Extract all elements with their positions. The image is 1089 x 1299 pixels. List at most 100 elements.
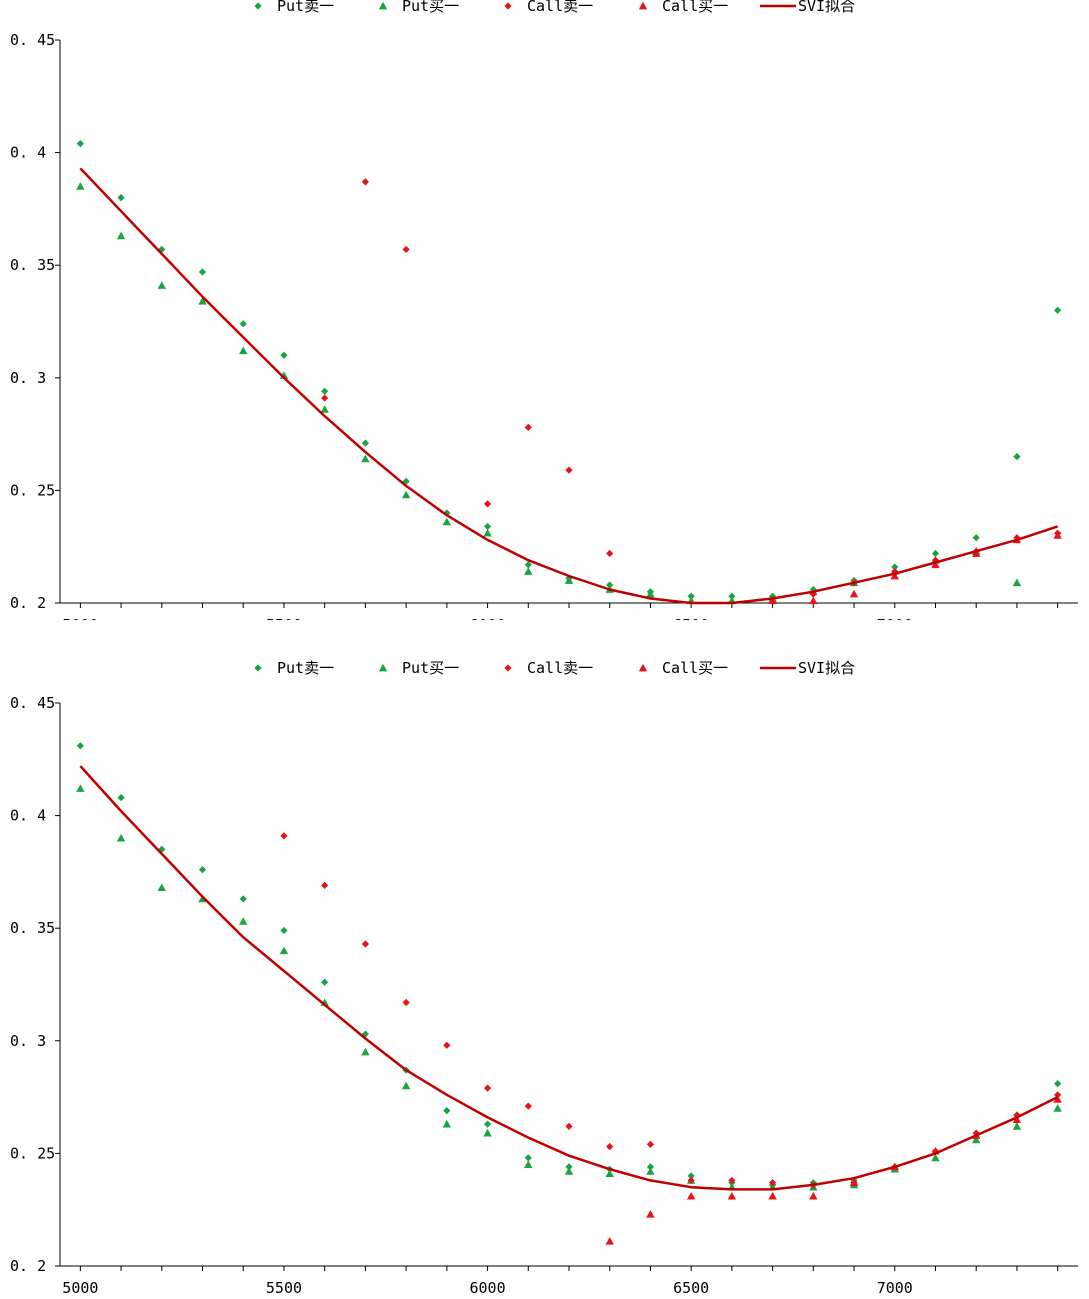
- data-point-diamond: [1013, 1111, 1021, 1119]
- x-tick-label: 6000: [469, 616, 505, 620]
- data-point-diamond: [321, 387, 329, 395]
- legend-triangle-swatch: [638, 1, 648, 10]
- data-point-triangle: [686, 1191, 696, 1200]
- data-point-triangle: [239, 917, 248, 925]
- data-point-diamond: [524, 1102, 532, 1110]
- data-point-triangle: [239, 346, 248, 355]
- data-point-diamond: [524, 423, 532, 431]
- data-point-triangle: [646, 589, 655, 598]
- y-tick-label: 0. 35: [10, 256, 55, 274]
- y-tick-label: 0. 35: [10, 919, 55, 937]
- data-point-diamond: [687, 592, 695, 600]
- legend: Put卖一 Put买一 Call卖一 Call买一 SVI拟合: [254, 0, 855, 15]
- data-point-triangle: [1053, 531, 1062, 539]
- legend-triangle-swatch: [638, 663, 648, 672]
- y-tick-label: 0. 45: [10, 694, 55, 712]
- data-point-triangle: [116, 231, 126, 240]
- data-point-diamond: [483, 500, 492, 508]
- data-point-triangle: [646, 1167, 655, 1175]
- data-point-triangle: [401, 1081, 411, 1090]
- data-point-triangle: [442, 1119, 452, 1128]
- data-point-diamond: [361, 940, 369, 948]
- x-tick-label: 5500: [266, 616, 302, 620]
- data-point-triangle: [1053, 1095, 1062, 1103]
- legend-item: Call买一: [638, 659, 728, 677]
- data-point-diamond: [931, 556, 940, 564]
- svi-fit-line: [79, 167, 1058, 605]
- data-point-diamond: [198, 866, 207, 874]
- x-tick-label: 6000: [469, 1279, 505, 1297]
- data-point-triangle: [361, 1047, 370, 1056]
- legend-item: SVI拟合: [760, 659, 855, 677]
- y-tick-label: 0. 3: [10, 1032, 46, 1050]
- data-point-triangle: [1012, 578, 1022, 587]
- legend-triangle-swatch: [378, 663, 388, 672]
- data-point-diamond: [483, 522, 492, 531]
- data-point-triangle: [646, 1210, 655, 1218]
- legend-triangle-swatch: [378, 1, 388, 10]
- data-point-triangle: [157, 883, 166, 892]
- data-point-triangle: [564, 1167, 574, 1175]
- legend-item: Put卖一: [254, 659, 334, 677]
- data-point-diamond: [1054, 1079, 1062, 1088]
- data-point-diamond: [361, 1030, 369, 1038]
- y-tick-label: 0. 4: [10, 144, 46, 162]
- legend-item: Put卖一: [254, 0, 334, 15]
- series-diamond: [76, 139, 1062, 600]
- data-point-diamond: [1013, 453, 1021, 461]
- legend-label: SVI拟合: [798, 659, 855, 677]
- legend-diamond-swatch: [504, 2, 512, 10]
- legend-label: Put买一: [402, 0, 459, 15]
- data-point-triangle: [605, 1169, 614, 1178]
- data-point-diamond: [280, 832, 288, 840]
- data-point-diamond: [687, 1176, 695, 1185]
- legend-diamond-swatch: [254, 664, 262, 672]
- legend-label: Put买一: [402, 659, 459, 677]
- series-diamond: [280, 832, 1062, 1189]
- data-point-triangle: [157, 281, 166, 289]
- y-tick-label: 0. 4: [10, 807, 46, 825]
- series-triangle: [76, 182, 1022, 605]
- data-point-diamond: [931, 549, 940, 558]
- legend-item: Call卖一: [504, 659, 593, 677]
- series-line: [79, 765, 1059, 1191]
- data-point-triangle: [768, 1191, 777, 1200]
- data-point-diamond: [239, 320, 247, 328]
- data-point-diamond: [117, 194, 125, 202]
- data-point-triangle: [524, 567, 533, 575]
- x-tick-label: 5000: [62, 616, 98, 620]
- x-tick-label: 7000: [877, 616, 913, 620]
- legend-diamond-swatch: [254, 2, 262, 10]
- x-tick-label: 5000: [62, 1279, 98, 1297]
- data-point-triangle: [1012, 1122, 1022, 1130]
- legend-item: SVI拟合: [760, 0, 855, 15]
- legend-item: Put买一: [378, 659, 459, 677]
- y-tick-label: 0. 25: [10, 481, 55, 499]
- data-point-triangle: [890, 571, 899, 580]
- data-point-diamond: [646, 1140, 655, 1148]
- legend-label: Call卖一: [527, 659, 593, 677]
- data-point-diamond: [524, 561, 532, 569]
- x-tick-label: 7000: [877, 1279, 913, 1297]
- data-point-diamond: [565, 466, 573, 474]
- data-point-triangle: [1012, 1115, 1022, 1123]
- data-point-triangle: [809, 1191, 818, 1200]
- y-tick-label: 0. 3: [10, 369, 46, 387]
- svi-fit-line: [79, 765, 1059, 1191]
- legend-label: Call买一: [662, 0, 728, 15]
- legend-label: Put卖一: [277, 659, 334, 677]
- data-point-diamond: [565, 1163, 573, 1171]
- x-tick-label: 5500: [266, 1279, 302, 1297]
- data-point-diamond: [280, 926, 288, 935]
- data-point-diamond: [117, 793, 125, 802]
- data-point-triangle: [442, 517, 452, 526]
- y-tick-label: 0. 45: [10, 31, 55, 49]
- data-point-triangle: [483, 528, 492, 537]
- series-line: [79, 167, 1058, 605]
- data-point-diamond: [280, 351, 288, 359]
- legend-label: SVI拟合: [798, 0, 855, 15]
- data-point-triangle: [972, 549, 981, 557]
- data-point-triangle: [564, 576, 574, 584]
- data-point-diamond: [402, 998, 410, 1007]
- legend-label: Put卖一: [277, 0, 334, 15]
